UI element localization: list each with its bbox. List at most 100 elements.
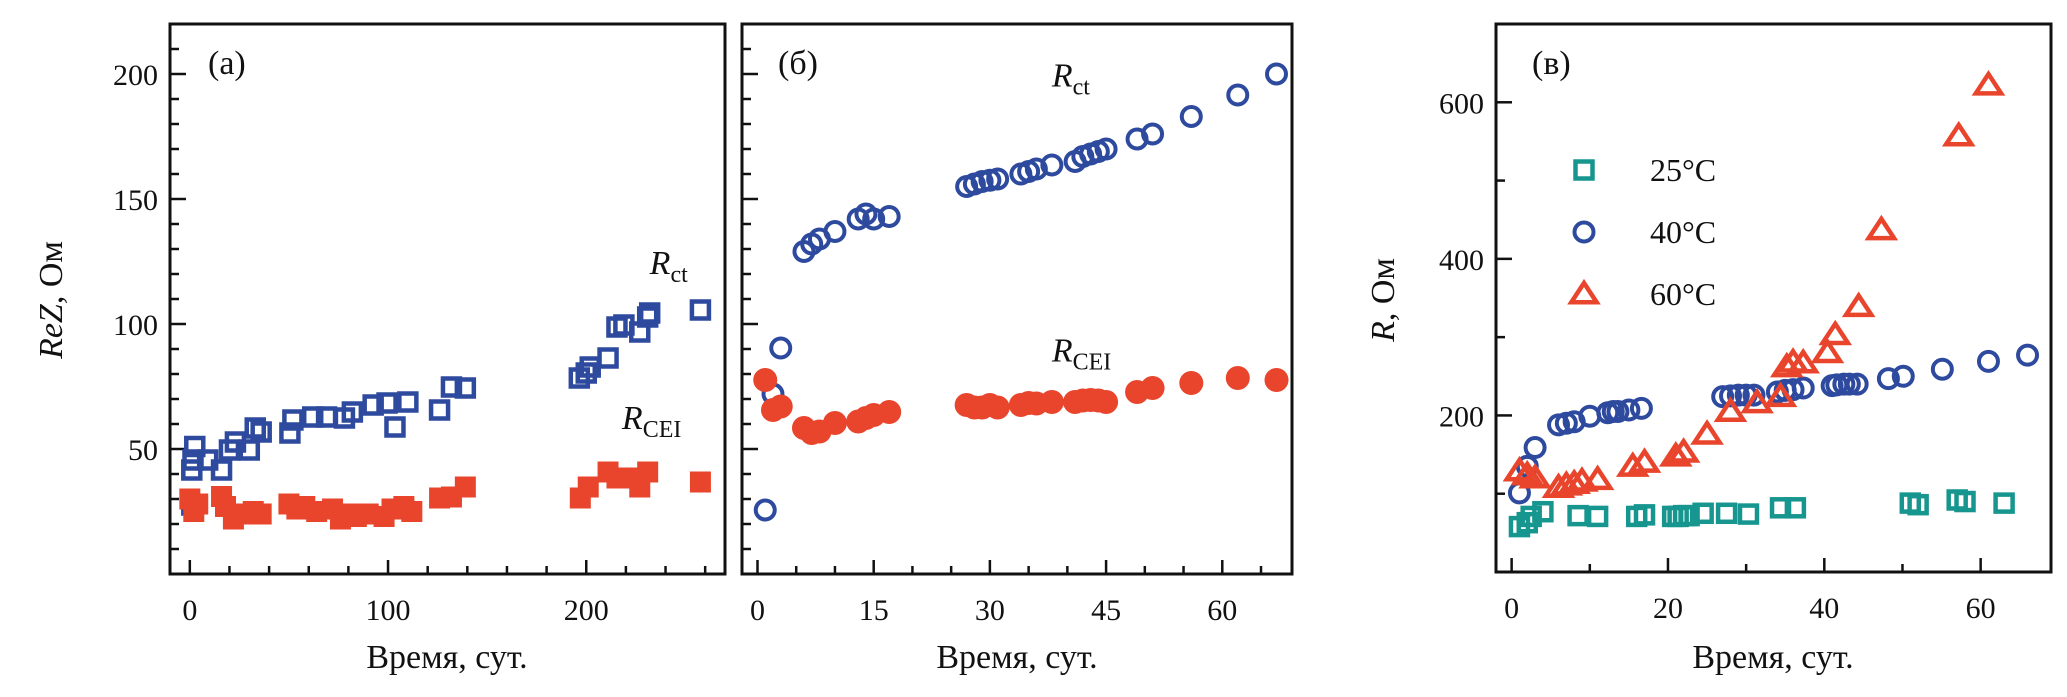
data-point (753, 498, 777, 522)
x-tick-label: 0 (182, 594, 197, 627)
data-point (1094, 390, 1119, 414)
data-point (1690, 419, 1724, 445)
data-point (1784, 497, 1807, 519)
x-tick-label: 0 (1504, 592, 1519, 625)
legend-item: 40°C (1572, 214, 1716, 250)
panel-a-label: (а) (208, 45, 246, 82)
legend-item: 25°C (1573, 152, 1716, 188)
panel-c-tick-labels: 0 20 40 60 200 400 600 (1439, 87, 1996, 625)
data-point (1615, 451, 1650, 477)
data-point (877, 205, 901, 228)
data-point (1678, 504, 1700, 527)
data-point (397, 391, 419, 413)
series-annotation: Rct (1051, 58, 1090, 101)
data-point (282, 409, 304, 431)
data-point (184, 435, 206, 458)
series-annotation: RCEI (621, 400, 681, 443)
data-point (1930, 357, 1954, 381)
annotation-main: R (1051, 58, 1073, 95)
panel-c-points (1502, 69, 2040, 538)
panel-c-label: (в) (1532, 45, 1571, 82)
series-Rct (753, 62, 1289, 522)
data-point (454, 476, 476, 498)
annotation-sub: CEI (643, 417, 682, 443)
legend-marker (1573, 159, 1595, 181)
annotation-main: R (649, 245, 671, 282)
data-point (1666, 437, 1701, 463)
panel-a-points (179, 299, 712, 530)
data-point (1845, 372, 1869, 396)
series-60C (1502, 69, 2006, 498)
data-point (1737, 503, 1760, 525)
data-point (279, 422, 301, 444)
panel-c-ylabel-main: R (1365, 321, 1402, 343)
panel-b-label: (б) (778, 45, 818, 82)
data-point (1629, 396, 1653, 420)
data-point (1864, 214, 1899, 241)
y-tick-label: 200 (113, 59, 158, 92)
legend-marker (1572, 220, 1596, 244)
data-point (357, 503, 379, 525)
x-tick-label: 200 (564, 594, 609, 627)
data-point (2016, 343, 2040, 367)
data-point (187, 493, 209, 515)
annotation-sub: ct (670, 262, 688, 288)
annotation-main: R (1051, 333, 1073, 370)
panel-b-xlabel: Время, сут. (936, 639, 1097, 676)
data-point (341, 401, 364, 423)
data-point (822, 411, 847, 435)
data-point (1876, 367, 1900, 391)
data-point (1786, 347, 1821, 374)
data-point (768, 394, 793, 419)
data-point (306, 501, 328, 522)
data-point (1742, 383, 1766, 407)
data-point (823, 220, 847, 243)
data-point (753, 368, 778, 392)
data-point (238, 439, 261, 461)
y-tick-label: 400 (1439, 244, 1484, 277)
panel-b-tick-labels: 0 15 30 45 60 (750, 594, 1237, 627)
panel-c-legend: 25°C 40°C 60°C (1567, 152, 1716, 312)
panel-b-ticks (742, 22, 1263, 574)
data-point (597, 347, 619, 369)
data-point (1094, 137, 1118, 161)
x-tick-label: 40 (1809, 592, 1839, 625)
data-point (689, 471, 711, 493)
x-tick-label: 100 (366, 594, 411, 627)
data-point (1791, 376, 1815, 400)
data-point (1520, 505, 1542, 528)
data-point (577, 476, 599, 498)
data-point (986, 167, 1010, 191)
data-point (1726, 383, 1750, 407)
panel-a-annotations: Rct RCEI (621, 245, 688, 443)
data-point (1993, 492, 2015, 514)
panel-a-xlabel: Время, сут. (366, 639, 527, 676)
data-point (1715, 502, 1738, 525)
data-point (250, 503, 272, 525)
data-point (985, 395, 1010, 420)
data-point (1763, 381, 1798, 408)
data-point (384, 416, 406, 438)
data-point (454, 377, 477, 399)
data-point (1141, 122, 1165, 146)
data-point (1523, 436, 1547, 460)
data-point (1954, 490, 1976, 513)
data-point (1891, 364, 1915, 388)
legend-item: 60°C (1567, 276, 1716, 312)
data-point (1140, 376, 1165, 400)
data-point (1265, 62, 1289, 86)
series-RCEI (179, 461, 711, 530)
data-point (401, 501, 423, 522)
data-point (1024, 157, 1048, 181)
panel-a: 0 100 200 50 100 150 200 (а) Время, сут. ReZ, … (33, 22, 727, 676)
x-tick-label: 45 (1091, 594, 1121, 627)
data-point (1941, 120, 1976, 147)
data-point (1617, 398, 1641, 422)
data-point (1567, 504, 1589, 527)
data-point (1606, 400, 1630, 424)
data-point (1557, 468, 1591, 495)
data-point (1818, 319, 1853, 346)
